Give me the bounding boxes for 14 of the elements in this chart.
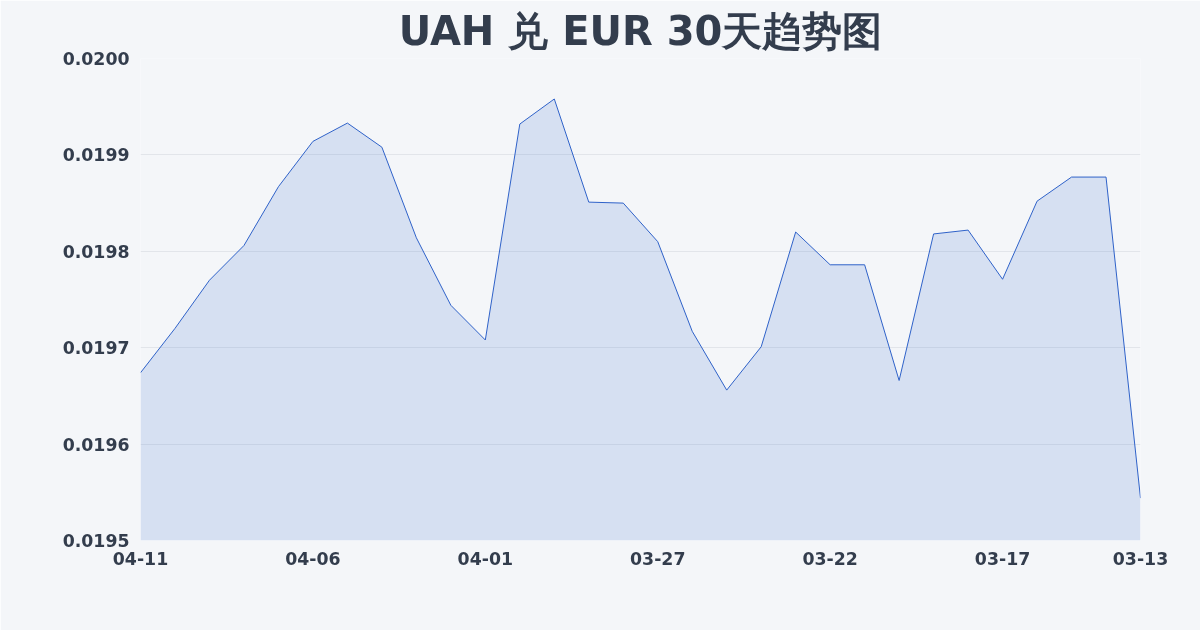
x-tick-label: 03-27	[630, 548, 686, 569]
y-tick-label: 0.0197	[62, 338, 130, 359]
y-tick-label: 0.0196	[62, 434, 130, 455]
y-tick-label: 0.0198	[62, 241, 130, 262]
x-tick-label: 03-17	[974, 548, 1031, 569]
chart-title: UAH 兑 EUR 30天趋势图	[398, 7, 883, 54]
y-tick-label: 0.0195	[62, 531, 130, 551]
x-tick-label: 03-13	[1112, 548, 1169, 569]
x-tick-label: 04-11	[112, 548, 169, 569]
y-tick-label: 0.0199	[62, 145, 130, 166]
x-tick-label: 03-22	[802, 548, 858, 569]
x-tick-label: 04-01	[457, 548, 514, 569]
x-tick-label: 04-06	[285, 548, 341, 569]
y-tick-label: 0.0200	[62, 49, 130, 69]
